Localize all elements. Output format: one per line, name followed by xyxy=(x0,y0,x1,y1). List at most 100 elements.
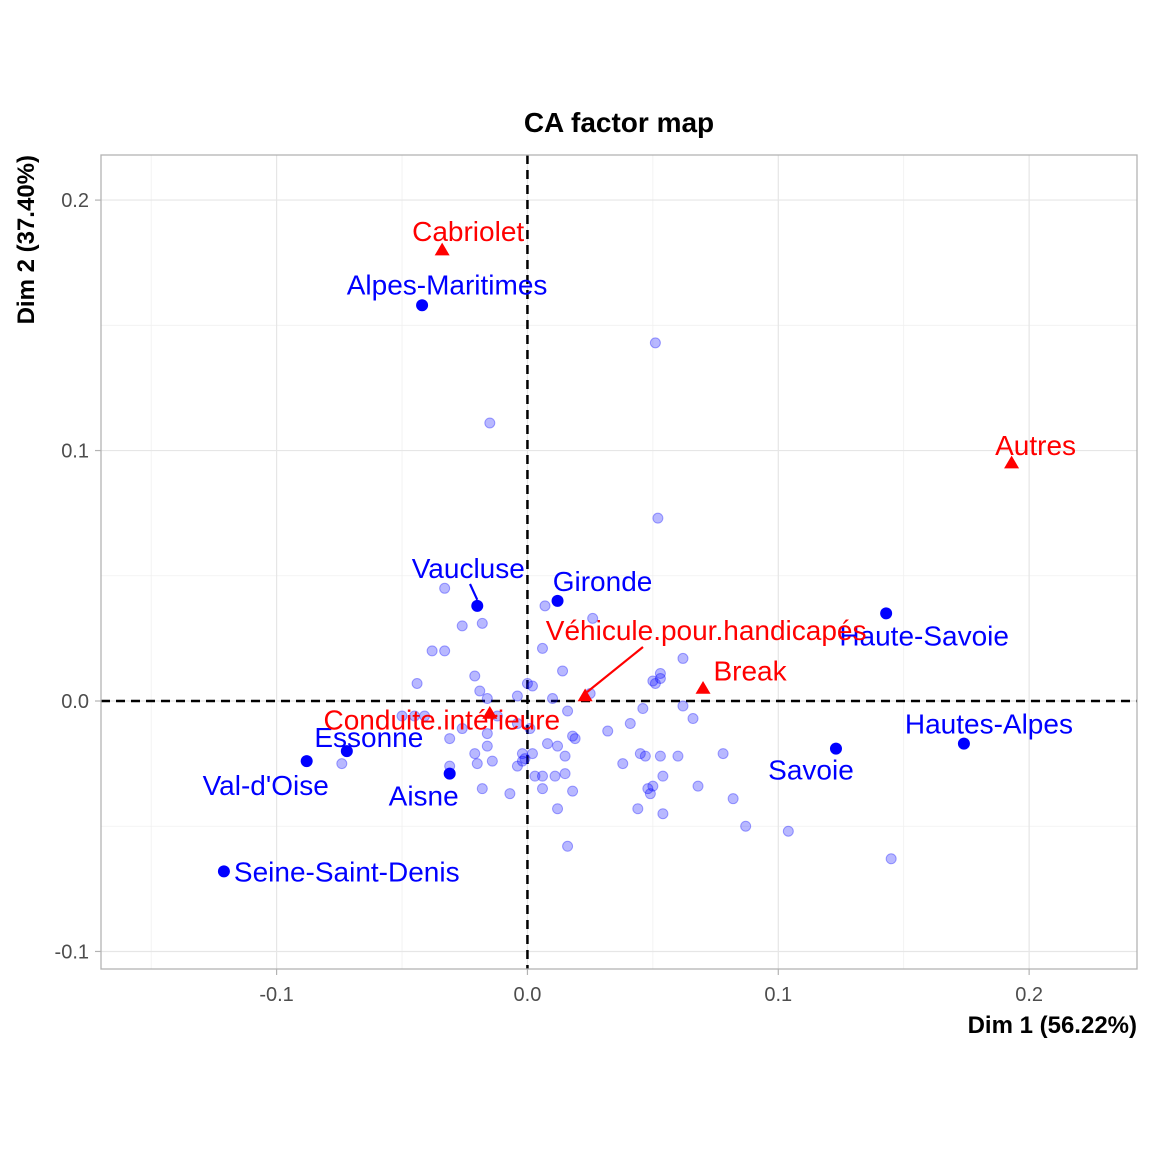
row-label: Hautes-Alpes xyxy=(905,709,1073,740)
row-point-faded xyxy=(654,667,666,679)
row-point-faded xyxy=(740,820,752,832)
column-point xyxy=(695,680,711,694)
row-point-faded xyxy=(617,758,629,770)
row-label: Gironde xyxy=(553,566,653,597)
row-point-faded xyxy=(439,582,451,594)
row-point-faded xyxy=(649,677,661,689)
row-point xyxy=(340,745,353,758)
row-point-faded xyxy=(672,750,684,762)
reference-lines xyxy=(101,155,1137,969)
column-label: Break xyxy=(713,655,787,686)
row-label: Savoie xyxy=(768,755,854,786)
row-point-faded xyxy=(632,803,644,815)
row-point-faded xyxy=(481,693,493,705)
row-label: Aisne xyxy=(389,781,459,812)
row-label: Essonne xyxy=(314,722,423,753)
row-point-faded xyxy=(717,748,729,760)
row-point-faded xyxy=(456,620,468,632)
row-point-faded xyxy=(484,417,496,429)
point-labels: Alpes-Maritimes Vaucluse Gironde Haute-Savo… xyxy=(203,216,1076,887)
row-point-faded xyxy=(516,755,528,767)
row-point xyxy=(416,299,429,312)
row-point-faded xyxy=(634,748,646,760)
row-point xyxy=(957,737,970,750)
row-point-faded xyxy=(409,710,421,722)
label-leader-line xyxy=(469,583,479,601)
row-label: Seine-Saint-Denis xyxy=(234,856,460,887)
row-label: Haute-Savoie xyxy=(839,620,1009,651)
row-point-faded xyxy=(647,675,659,687)
row-point-faded xyxy=(526,680,538,692)
row-point-faded xyxy=(529,770,541,782)
row-point xyxy=(300,755,313,768)
label-leader-line xyxy=(586,646,644,693)
other-row-points xyxy=(336,337,897,865)
y-tick-label: 0.2 xyxy=(61,190,89,212)
row-point-faded xyxy=(542,738,554,750)
row-point-faded xyxy=(481,740,493,752)
row-point-faded xyxy=(396,710,408,722)
row-point-faded xyxy=(536,783,548,795)
column-point xyxy=(577,688,593,702)
row-label: Alpes-Maritimes xyxy=(347,269,548,300)
row-point-faded xyxy=(567,730,579,742)
x-tick-label: -0.1 xyxy=(259,984,293,1006)
row-point-faded xyxy=(519,753,531,765)
row-point-faded xyxy=(549,770,561,782)
y-tick-label: 0.1 xyxy=(61,441,89,463)
x-tick-label: 0.2 xyxy=(1015,984,1043,1006)
row-point-faded xyxy=(624,718,636,730)
row-point-faded xyxy=(476,783,488,795)
column-point xyxy=(482,706,498,719)
label-leaders xyxy=(469,583,644,693)
row-point-faded xyxy=(652,512,664,524)
y-tick-label: -0.1 xyxy=(55,941,89,963)
row-point-faded xyxy=(516,748,528,760)
row-label: Vaucluse xyxy=(412,553,525,584)
row-point-faded xyxy=(474,685,486,697)
column-point xyxy=(1004,455,1020,469)
column-label: Autres xyxy=(995,430,1076,461)
row-point-faded xyxy=(511,718,523,730)
axis-ticks: -0.1 0.0 0.1 0.2 -0.1 0.0 0.1 0.2 xyxy=(55,190,1044,1006)
row-point-faded xyxy=(562,840,574,852)
row-point xyxy=(551,594,564,607)
row-point-faded xyxy=(471,758,483,770)
row-point-faded xyxy=(444,733,456,745)
row-point-faded xyxy=(642,783,654,795)
row-point-faded xyxy=(647,780,659,792)
row-point-faded xyxy=(552,803,564,815)
row-point-faded xyxy=(521,677,533,689)
highlighted-row-points xyxy=(217,299,970,878)
row-point-faded xyxy=(657,808,669,820)
row-point-faded xyxy=(692,780,704,792)
row-point-faded xyxy=(481,728,493,740)
row-point-faded xyxy=(885,853,897,865)
row-point xyxy=(443,767,456,780)
row-point-faded xyxy=(639,750,651,762)
row-point-faded xyxy=(411,677,423,689)
row-point xyxy=(880,607,893,620)
row-point-faded xyxy=(524,723,536,735)
row-point-faded xyxy=(649,337,661,349)
row-point-faded xyxy=(426,645,438,657)
row-point-faded xyxy=(569,733,581,745)
row-point-faded xyxy=(562,705,574,717)
row-point xyxy=(217,865,230,878)
row-point-faded xyxy=(511,690,523,702)
x-tick-label: 0.1 xyxy=(764,984,792,1006)
row-point-faded xyxy=(587,612,599,624)
row-point-faded xyxy=(552,740,564,752)
x-tick-label: 0.0 xyxy=(514,984,542,1006)
row-point-faded xyxy=(336,758,348,770)
grid xyxy=(101,155,1137,969)
row-point-faded xyxy=(559,768,571,780)
column-label: Conduite.intérieure xyxy=(324,705,561,736)
column-points xyxy=(434,242,1020,719)
row-point-faded xyxy=(469,748,481,760)
chart-title: CA factor map xyxy=(524,107,714,138)
row-point-faded xyxy=(536,770,548,782)
row-point-faded xyxy=(419,710,431,722)
y-tick-label: 0.0 xyxy=(61,691,89,713)
